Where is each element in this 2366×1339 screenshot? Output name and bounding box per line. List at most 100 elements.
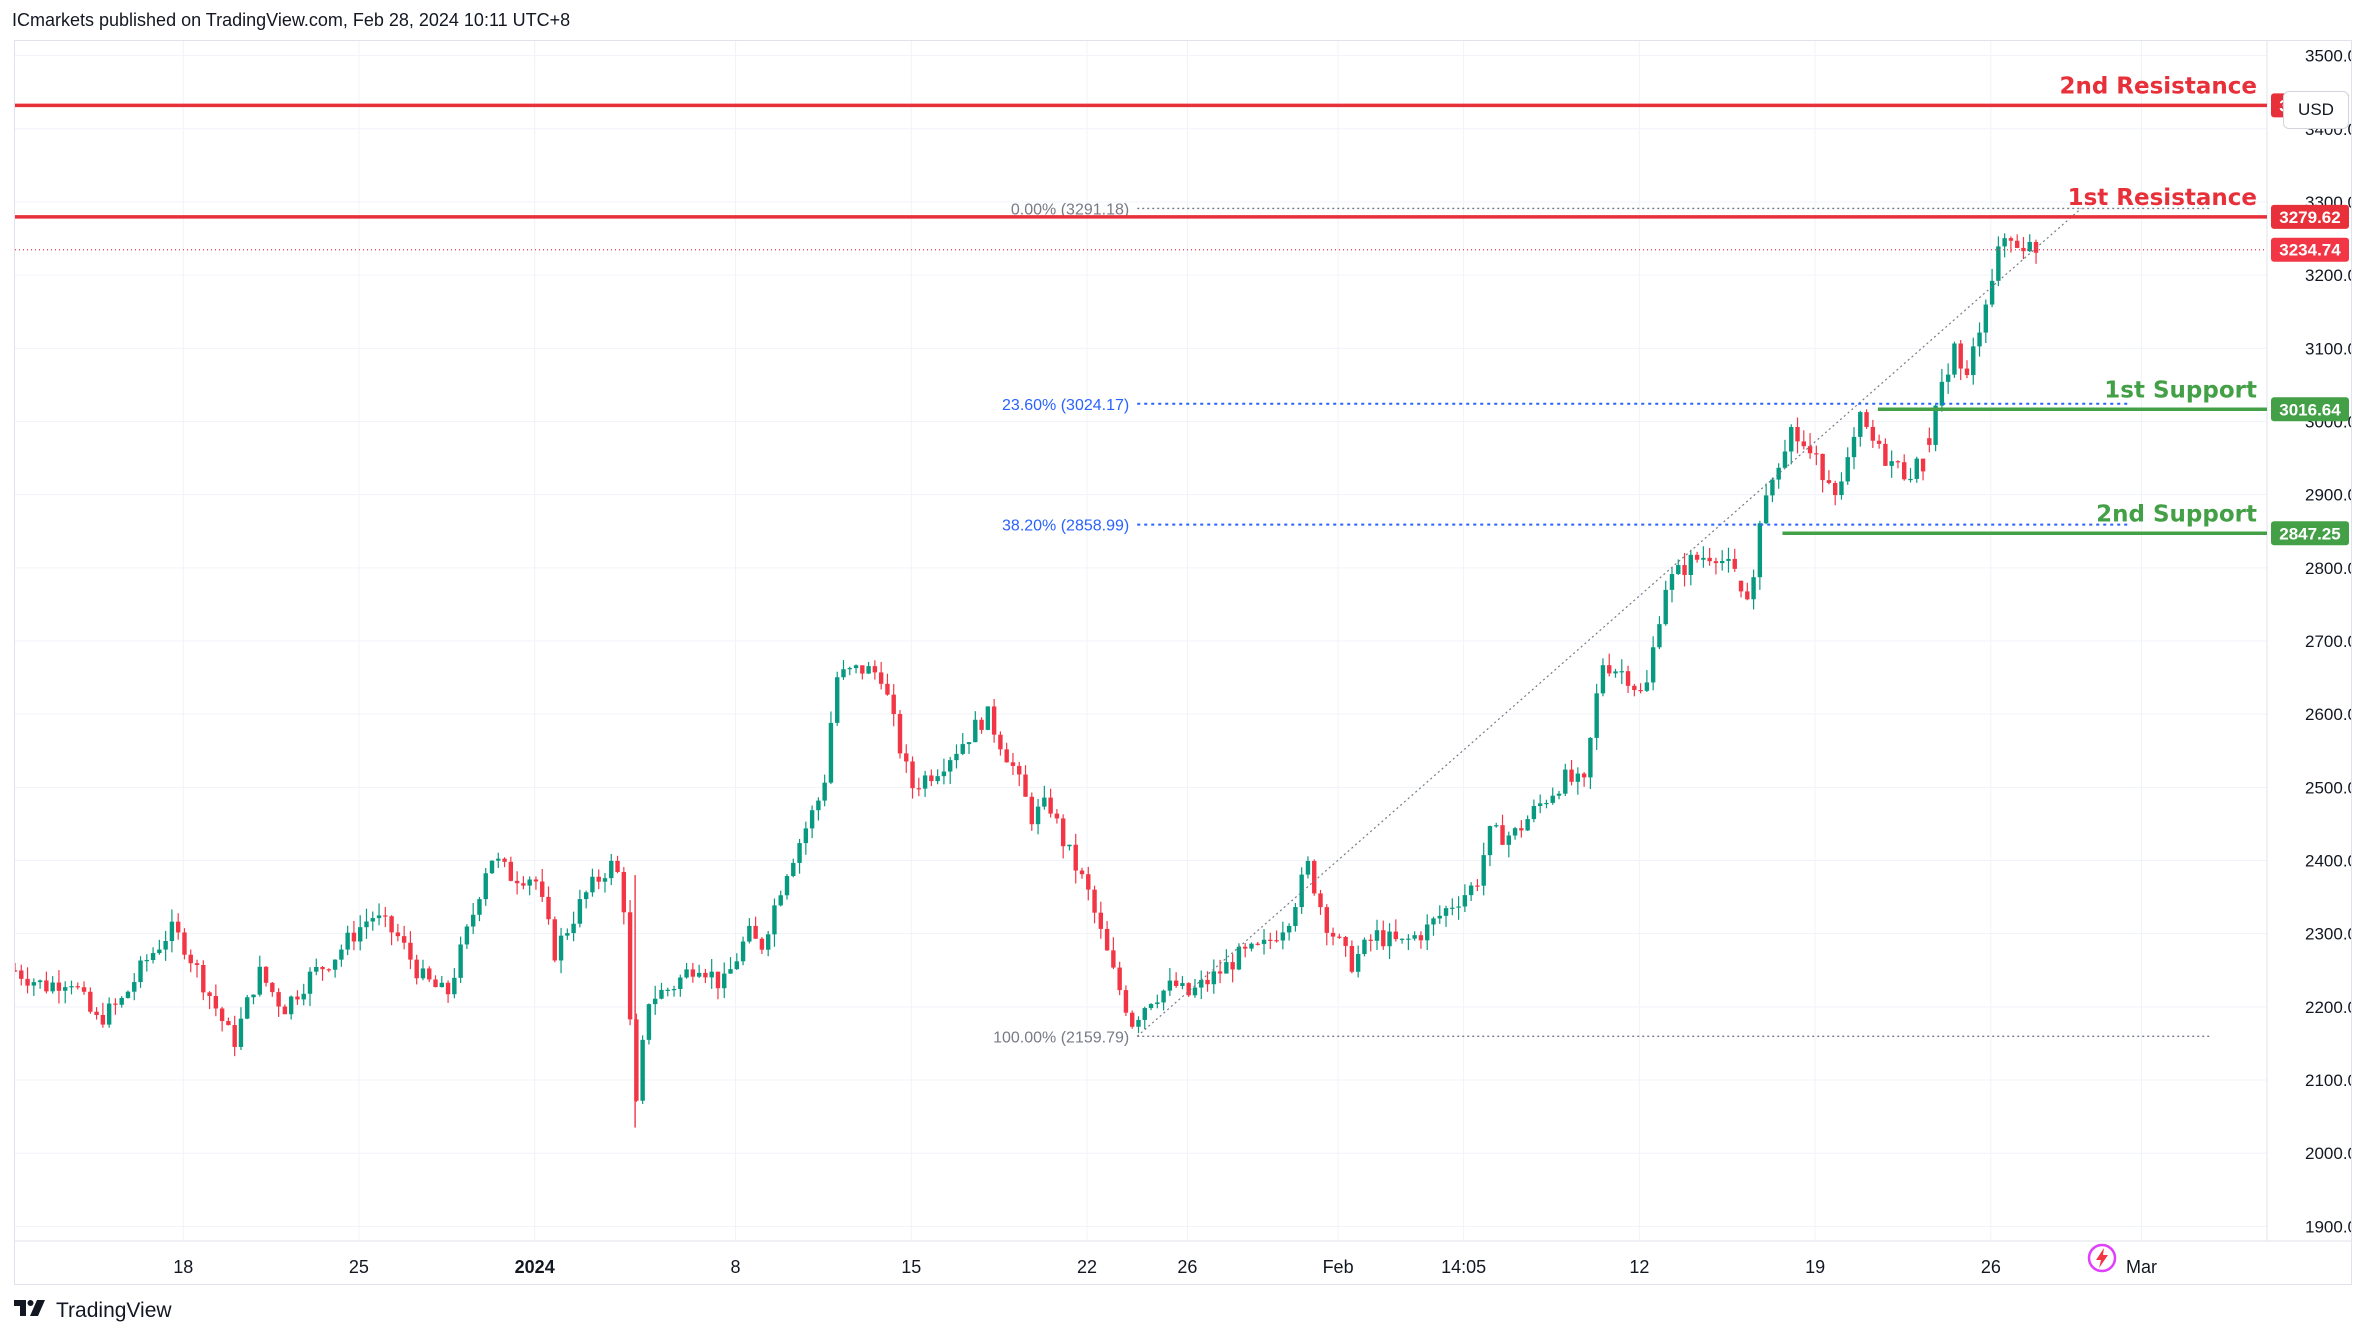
candle-body [1983,304,1989,333]
candle-body [1142,1008,1147,1020]
candle-body [772,905,777,935]
candle-body [395,932,401,937]
candle-body [502,858,507,862]
candle-body [1870,426,1876,441]
candle-body [703,972,708,978]
candle-body [853,665,859,669]
candle-body [1996,246,2001,281]
candle-body [470,914,476,927]
candle-body [960,744,965,754]
candle-body [1337,936,1342,938]
candle-body [370,918,375,922]
candle-body [1550,795,1555,803]
candle-body [916,788,922,790]
candle-body [1224,962,1229,974]
candle-body [941,771,947,777]
candle-body [1104,928,1110,951]
candle-body [19,970,24,979]
candle-body [1268,939,1273,941]
candle-body [1619,671,1624,673]
x-tick-label: 26 [1177,1257,1197,1277]
candle-body [822,782,827,801]
y-tick-label: 2500.00 [2305,778,2351,797]
candle-body [872,666,878,673]
candle-body [627,912,633,1020]
candle-body [722,973,727,989]
candle-body [1324,907,1329,933]
candle-body [15,970,18,972]
candle-body [1312,860,1317,894]
candle-body [1512,828,1518,836]
candle-body [1537,803,1543,807]
candle-body [188,954,193,964]
candle-body [307,971,313,994]
fib-level-label: 100.00% (2159.79) [993,1029,1129,1046]
candle-body [734,961,739,970]
candle-body [910,761,915,789]
candle-body [1456,906,1461,908]
candle-body [1374,930,1380,941]
candle-body [1035,806,1041,825]
candle-body [885,683,890,695]
candle-body [1368,939,1373,941]
candle-body [1305,860,1311,875]
candle-body [1261,939,1267,944]
candle-body [175,921,181,933]
candle-body [1669,574,1675,590]
candle-body [860,665,865,674]
candle-body [1462,895,1468,907]
lightning-icon[interactable] [2085,1241,2119,1280]
candle-body [1858,412,1863,437]
candle-body [138,960,143,983]
candle-body [922,775,928,789]
candle-body [1418,935,1424,941]
footer-brand[interactable]: TradingView [14,1298,172,1323]
candle-body [1832,483,1838,496]
candle-body [251,994,256,998]
x-tick-label: Feb [1323,1257,1354,1277]
candle-body [596,876,601,882]
candle-body [1211,971,1217,985]
candle-body [201,964,206,993]
candle-body [1632,685,1637,691]
candle-body [1782,451,1788,468]
candle-body [88,991,93,1012]
candle-body [897,714,903,754]
candle-body [1751,577,1756,600]
candle-body [31,982,37,986]
candle-body [1556,793,1562,796]
candle-body [1757,523,1763,578]
candle-body [1123,990,1129,1013]
candle-body [929,775,934,782]
candle-body [1939,381,1945,406]
candle-body [113,1003,118,1005]
candle-body [540,881,545,897]
y-tick-label: 2200.00 [2305,998,2351,1017]
x-tick-label: 22 [1077,1257,1097,1277]
candle-body [1745,591,1750,600]
currency-button[interactable]: USD [2283,91,2349,129]
candle-body [1079,870,1085,875]
candle-body [401,936,407,943]
candle-body [351,932,357,942]
candle-body [1217,971,1223,974]
level-price-tag: 3279.62 [2279,208,2340,227]
candle-body [125,991,131,998]
candle-body [1136,1019,1141,1027]
candle-body [496,858,501,861]
candle-body [1795,427,1800,442]
candle-body [63,987,68,991]
candle-body [420,968,426,979]
candle-body [445,982,451,995]
candle-body [1770,479,1775,496]
candle-body [25,978,30,986]
candle-body [966,742,972,745]
chart-frame[interactable]: 3500.003400.003300.003200.003100.003000.… [14,40,2352,1285]
candle-body [414,959,419,979]
candle-body [94,1011,99,1015]
candle-body [690,969,696,977]
candle-body [163,941,168,950]
publish-header: ICmarkets published on TradingView.com, … [12,10,571,30]
tradingview-brand-text: TradingView [56,1298,172,1322]
candlestick-chart[interactable]: 3500.003400.003300.003200.003100.003000.… [15,41,2351,1284]
